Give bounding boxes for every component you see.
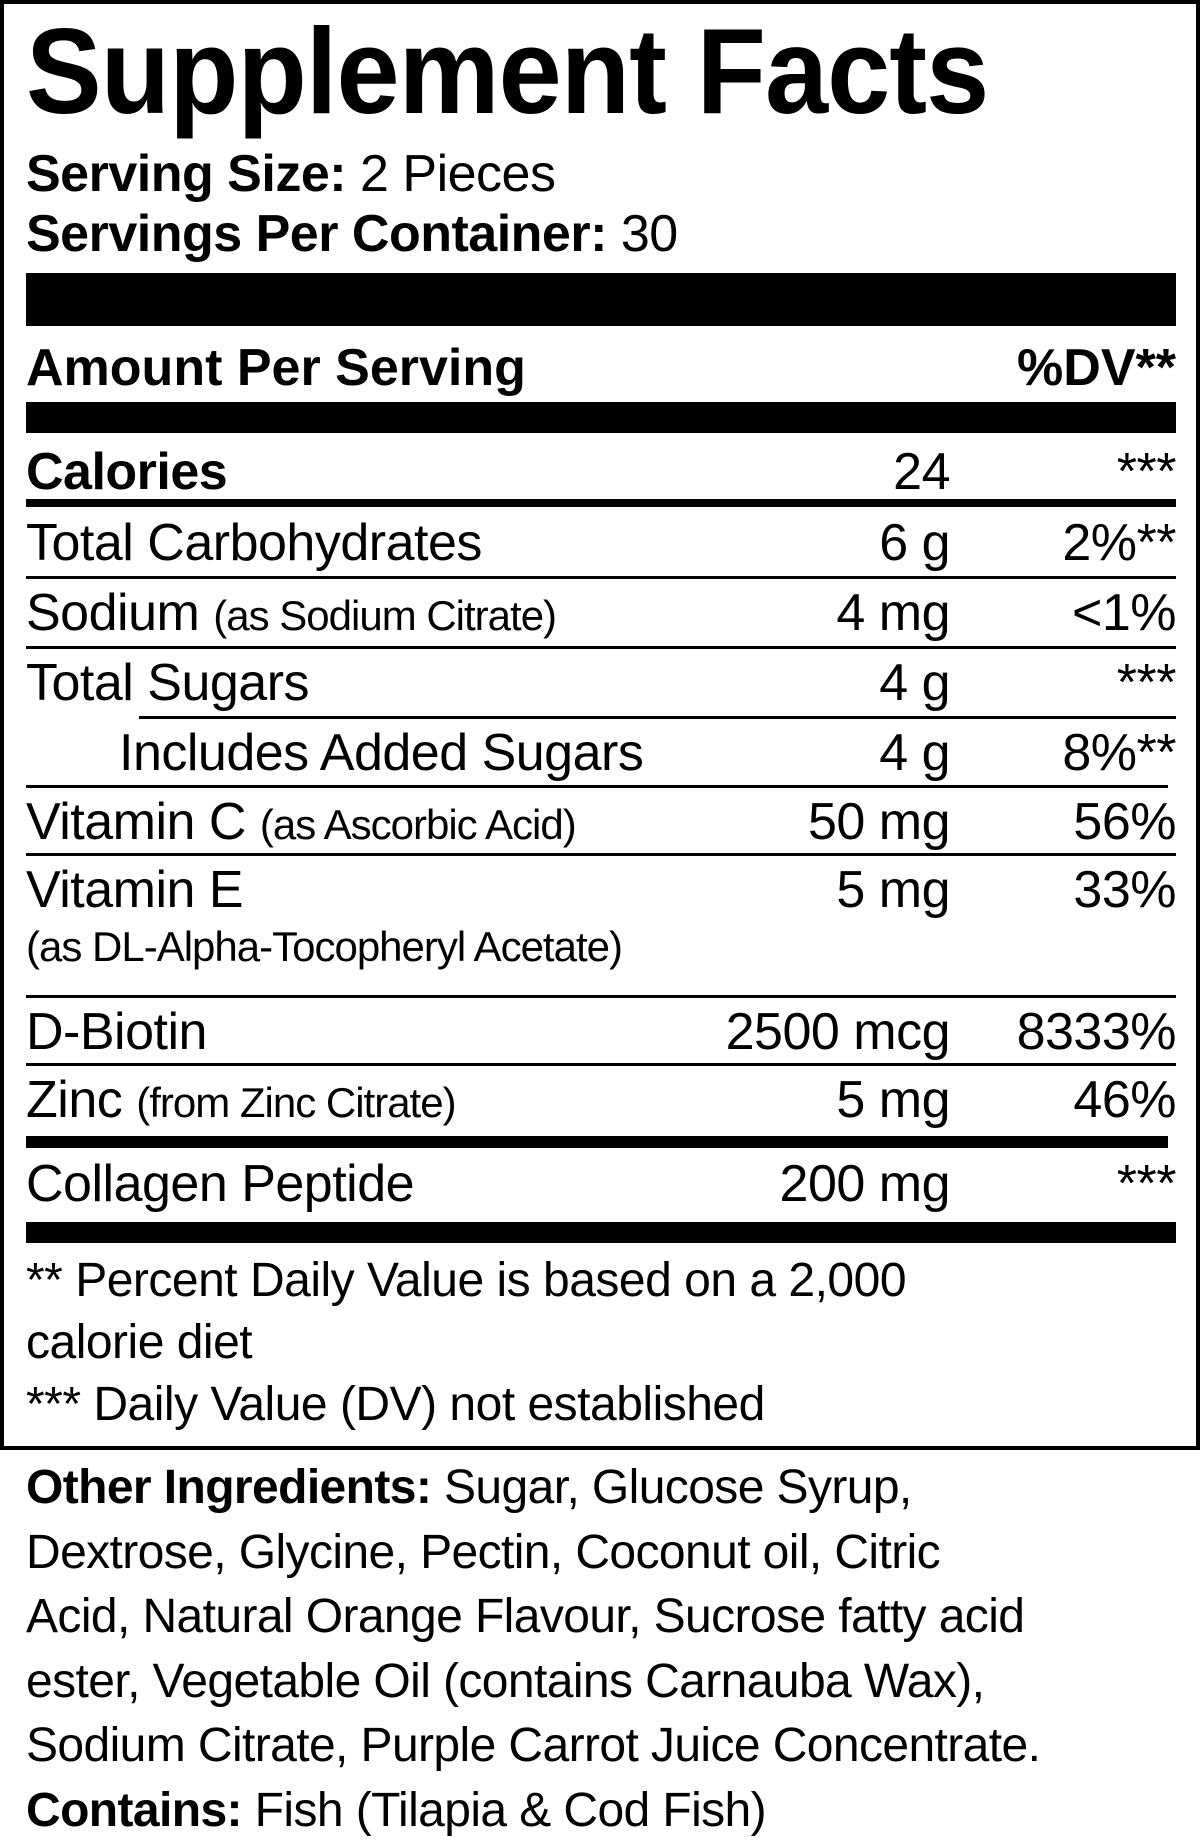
nutrient-name: Includes Added Sugars (119, 723, 644, 783)
daily-value-heading: %DV** (1017, 339, 1176, 397)
nutrient-label: Zinc (26, 1071, 123, 1129)
other-ingredients: Other Ingredients: Sugar, Glucose Syrup,… (26, 1456, 1041, 1844)
ingredients-line: Dextrose, Glycine, Pectin, Coconut oil, … (26, 1525, 941, 1579)
row-divider (26, 853, 1176, 856)
nutrient-label: D-Biotin (26, 1003, 207, 1061)
servings-per-container-value: 30 (620, 205, 678, 263)
nutrient-daily-value: *** (1116, 443, 1177, 501)
nutrient-name: Total Sugars (26, 653, 310, 713)
nutrient-name: Vitamin C (as Ascorbic Acid) (26, 792, 577, 855)
nutrient-label: Includes Added Sugars (119, 724, 644, 782)
row-divider (139, 716, 1176, 719)
nutrient-amount: 4 g (879, 654, 950, 712)
row-divider (26, 646, 1176, 649)
contains-value: Fish (Tilapia & Cod Fish) (254, 1783, 767, 1837)
thick-divider (26, 273, 1176, 326)
nutrient-row: Total Carbohydrates 6 g 2%** (26, 507, 1176, 577)
nutrient-label: Collagen Peptide (26, 1155, 415, 1213)
nutrient-name: Vitamin E (26, 860, 244, 920)
nutrient-amount: 2500 mcg (725, 1003, 951, 1061)
nutrient-row: Sodium (as Sodium Citrate) 4 mg <1% (26, 577, 1177, 647)
nutrient-daily-value: *** (1116, 654, 1177, 712)
nutrient-source: (from Zinc Citrate) (136, 1079, 456, 1126)
nutrient-daily-value: *** (1116, 1155, 1177, 1213)
nutrient-daily-value: 46% (1073, 1071, 1176, 1129)
nutrient-label: Vitamin E (26, 861, 244, 919)
servings-per-container-label: Servings Per Container: (26, 205, 607, 263)
nutrient-name: D-Biotin (26, 1002, 207, 1062)
nutrient-name: Zinc (from Zinc Citrate) (26, 1070, 457, 1133)
row-divider (26, 1063, 1176, 1066)
nutrient-row: Calories 24 *** (26, 436, 1177, 502)
serving-size-value: 2 Pieces (360, 145, 556, 203)
nutrient-label: Total Sugars (26, 654, 310, 712)
supplement-facts-panel: Supplement Facts Serving Size: 2 Pieces … (0, 0, 1200, 1450)
nutrient-daily-value: <1% (1071, 584, 1177, 642)
servings-per-container: Servings Per Container: 30 (26, 204, 678, 264)
nutrient-row: Zinc (from Zinc Citrate) 5 mg 46% (26, 1064, 1176, 1137)
nutrient-source: (as DL-Alpha-Tocopheryl Acetate) (26, 923, 623, 970)
nutrient-amount: 6 g (879, 514, 950, 572)
nutrient-daily-value: 2%** (1062, 514, 1176, 572)
row-divider (26, 576, 1176, 579)
nutrient-daily-value: 8333% (1016, 1003, 1177, 1061)
nutrient-row: Includes Added Sugars 4 g 8%** (26, 717, 1176, 786)
nutrient-row: Vitamin E (as DL-Alpha-Tocopheryl Acetate… (26, 854, 1176, 996)
contains-line: Contains: Fish (Tilapia & Cod Fish) (26, 1779, 1040, 1844)
ingredients-line: ester, Vegetable Oil (contains Carnauba … (26, 1654, 985, 1708)
ingredients-text: Sugar, Glucose Syrup, (444, 1461, 912, 1514)
nutrient-label: Vitamin C (26, 793, 246, 851)
thick-divider (26, 402, 1176, 433)
nutrient-source: (as Ascorbic Acid) (259, 801, 577, 848)
nutrient-label: Calories (26, 443, 228, 501)
nutrient-amount: 5 mg (836, 861, 950, 919)
nutrient-row: D-Biotin 2500 mcg 8333% (26, 996, 1177, 1064)
nutrient-daily-value: 56% (1073, 793, 1176, 851)
nutrient-name: Sodium (as Sodium Citrate) (26, 583, 557, 646)
nutrient-source: (as Sodium Citrate) (213, 592, 557, 639)
panel-title: Supplement Facts (26, 3, 989, 139)
nutrient-label: Sodium (26, 584, 200, 642)
row-divider (26, 1136, 1168, 1148)
footnote-dv-basis: ** Percent Daily Value is based on a 2,0… (26, 1254, 907, 1307)
serving-size: Serving Size: 2 Pieces (26, 144, 556, 204)
footnote-dv-basis-cont: calorie diet (26, 1316, 253, 1369)
thick-divider (26, 1222, 1176, 1243)
nutrient-daily-value: 8%** (1062, 724, 1176, 782)
nutrient-amount: 200 mg (779, 1155, 951, 1213)
nutrient-row: Vitamin C (as Ascorbic Acid) 50 mg 56% (26, 786, 1176, 854)
row-divider (26, 499, 1176, 507)
row-divider (26, 995, 1176, 998)
ingredients-line: Sodium Citrate, Purple Carrot Juice Conc… (26, 1719, 1041, 1772)
nutrient-name: Collagen Peptide (26, 1154, 415, 1214)
nutrient-name: Total Carbohydrates (26, 513, 482, 573)
serving-size-label: Serving Size: (26, 145, 347, 203)
ingredients-line: Other Ingredients: Sugar, Glucose Syrup, (26, 1456, 1040, 1521)
nutrient-name: Calories (26, 442, 228, 502)
other-ingredients-label: Other Ingredients: (26, 1461, 432, 1514)
nutrient-label: Total Carbohydrates (26, 514, 482, 572)
footnote-dv-not-established: *** Daily Value (DV) not established (26, 1378, 765, 1431)
ingredients-line: Acid, Natural Orange Flavour, Sucrose fa… (26, 1590, 1025, 1643)
nutrient-row: Collagen Peptide 200 mg *** (26, 1148, 1177, 1222)
nutrient-row: Total Sugars 4 g *** (26, 647, 1177, 717)
contains-label: Contains: (26, 1783, 243, 1837)
row-divider (26, 785, 1168, 788)
nutrient-amount: 50 mg (807, 793, 951, 851)
nutrient-daily-value: 33% (1073, 861, 1176, 919)
nutrient-amount: 4 mg (836, 584, 950, 642)
nutrient-amount: 24 (893, 443, 950, 501)
nutrient-amount: 4 g (879, 724, 950, 782)
nutrient-amount: 5 mg (836, 1071, 950, 1129)
amount-per-serving-heading: Amount Per Serving (26, 339, 526, 397)
